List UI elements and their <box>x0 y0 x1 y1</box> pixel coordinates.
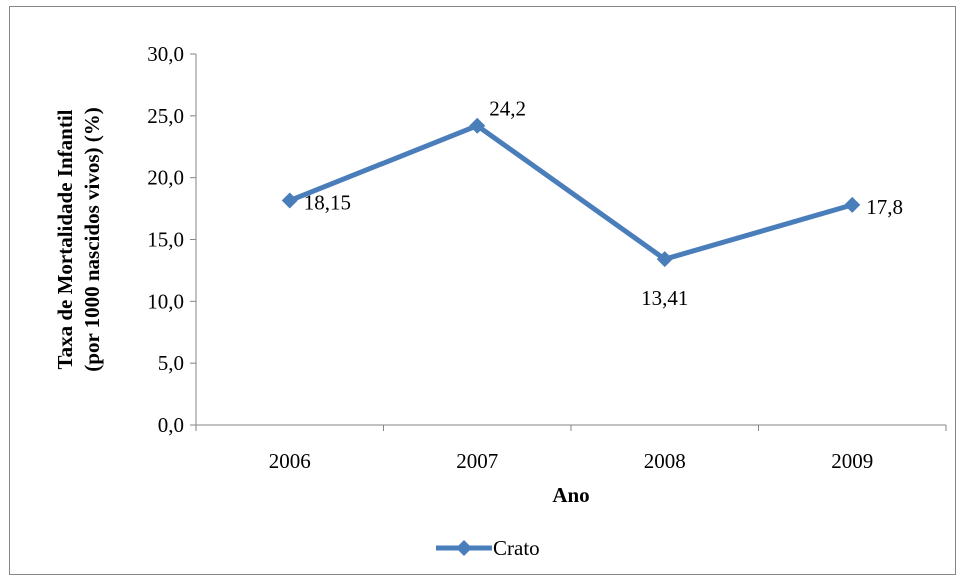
y-axis-title: Taxa de Mortalidade Infantil (por 1000 na… <box>53 107 104 371</box>
x-tick-label: 2007 <box>456 449 498 473</box>
data-point-marker <box>844 196 861 213</box>
series-layer: 18,15 24,2 13,41 17,8 <box>281 97 903 310</box>
x-axis-title: Ano <box>552 483 589 507</box>
y-tick-label: 15,0 <box>147 228 184 252</box>
y-tick-label: 5,0 <box>158 351 184 375</box>
y-tick-label: 10,0 <box>147 289 184 313</box>
data-point-marker <box>469 117 486 134</box>
x-tick-label: 2006 <box>269 449 311 473</box>
x-tick-label: 2008 <box>644 449 686 473</box>
y-tick-label: 25,0 <box>147 104 184 128</box>
legend-marker <box>456 540 472 556</box>
x-axis-ticks: 2006 2007 2008 2009 <box>195 425 947 473</box>
y-axis-ticks: 0,0 5,0 10,0 15,0 20,0 25,0 30,0 <box>147 42 196 437</box>
y-tick-label: 30,0 <box>147 42 184 66</box>
y-axis-title-line: Taxa de Mortalidade Infantil <box>53 109 77 369</box>
y-tick-label: 0,0 <box>158 413 184 437</box>
y-axis-title-line: (por 1000 nascidos vivos) (%) <box>80 107 104 371</box>
data-point-marker <box>656 251 673 268</box>
legend: Crato <box>436 536 540 560</box>
x-tick-label: 2009 <box>831 449 873 473</box>
data-label: 24,2 <box>489 97 526 121</box>
legend-label: Crato <box>493 536 540 560</box>
data-point-marker <box>281 192 298 209</box>
chart-frame <box>9 6 956 575</box>
y-tick-label: 20,0 <box>147 166 184 190</box>
series-line-crato <box>288 123 853 262</box>
data-label: 17,8 <box>866 195 903 219</box>
data-label: 13,41 <box>641 286 688 310</box>
data-label: 18,15 <box>304 191 351 215</box>
